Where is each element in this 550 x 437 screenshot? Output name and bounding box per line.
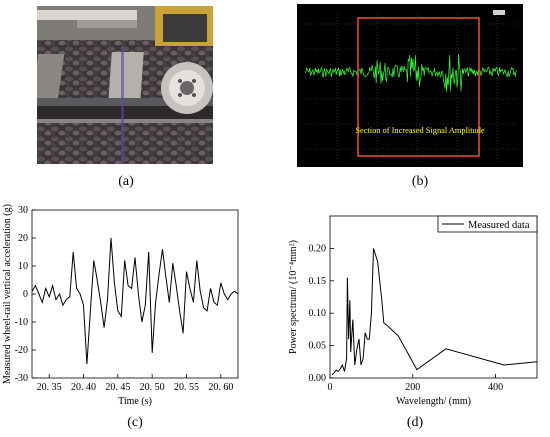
oscilloscope-display: Section of Increased Signal Amplitude bbox=[297, 4, 523, 167]
y-tick-label: 0.20 bbox=[309, 243, 327, 254]
plot-frame bbox=[329, 215, 538, 379]
x-tick-label: 200 bbox=[405, 382, 420, 393]
y-tick-label: 20 bbox=[18, 233, 28, 244]
y-tick-label: 10 bbox=[18, 261, 28, 272]
y-tick-label: -10 bbox=[15, 317, 28, 328]
y-axis-label: Measured wheel-rail vertical acceleratio… bbox=[2, 204, 13, 384]
photo-track-inspection bbox=[37, 6, 213, 164]
y-tick-label: -20 bbox=[15, 345, 28, 356]
x-axis-label: Wavelength/ (mm) bbox=[396, 396, 471, 407]
x-tick-label: 20. 40 bbox=[71, 382, 96, 393]
acceleration-chart: 20. 35 20. 40 20. 45 20. 50 20. 55 20. 60 -30 -… bbox=[2, 204, 239, 407]
scope-indicator-icon bbox=[493, 10, 505, 15]
y-tick-label: 30 bbox=[18, 205, 28, 216]
y-tick-label: -30 bbox=[15, 373, 28, 384]
increased-amplitude-box bbox=[357, 17, 480, 157]
x-tick-label: 20. 45 bbox=[105, 382, 130, 393]
x-tick-label: 20. 35 bbox=[37, 382, 62, 393]
legend-box bbox=[437, 215, 538, 233]
x-tick-label: 0 bbox=[328, 382, 333, 393]
oscilloscope-signal bbox=[304, 54, 517, 92]
oscilloscope-screenshot: Section of Increased Signal Amplitude bbox=[297, 4, 523, 167]
power-spectrum-chart: 0 200 400 0.00 0.05 0.10 0.15 0.20 Wavelength/ (… bbox=[288, 215, 538, 407]
panel-b-label: (b) bbox=[411, 174, 429, 189]
y-tick-label: 0.00 bbox=[309, 373, 327, 384]
y-tick-label: 0.10 bbox=[309, 308, 327, 319]
x-tick-label: 20. 60 bbox=[208, 382, 233, 393]
plot-frame bbox=[31, 209, 239, 379]
y-tick-label: 0.15 bbox=[309, 276, 327, 287]
x-tick-label: 400 bbox=[488, 382, 503, 393]
x-tick-label: 20. 50 bbox=[140, 382, 165, 393]
y-tick-label: 0.05 bbox=[309, 341, 327, 352]
x-axis-label: Time (s) bbox=[118, 396, 152, 407]
x-tick-label: 20. 55 bbox=[174, 382, 199, 393]
series-line bbox=[331, 248, 538, 376]
increased-amplitude-annotation: Section of Increased Signal Amplitude bbox=[355, 126, 485, 135]
panel-a-label: (a) bbox=[118, 174, 134, 189]
panel-d-label: (d) bbox=[406, 415, 424, 430]
panel-c-label: (c) bbox=[127, 415, 143, 430]
series-line bbox=[31, 237, 239, 365]
legend-label: Measured data bbox=[468, 220, 530, 231]
y-axis-label: Power spectrum/ (10⁻⁴mm²) bbox=[288, 240, 299, 354]
y-tick-label: 0 bbox=[23, 289, 28, 300]
photo-illustration bbox=[37, 6, 213, 164]
